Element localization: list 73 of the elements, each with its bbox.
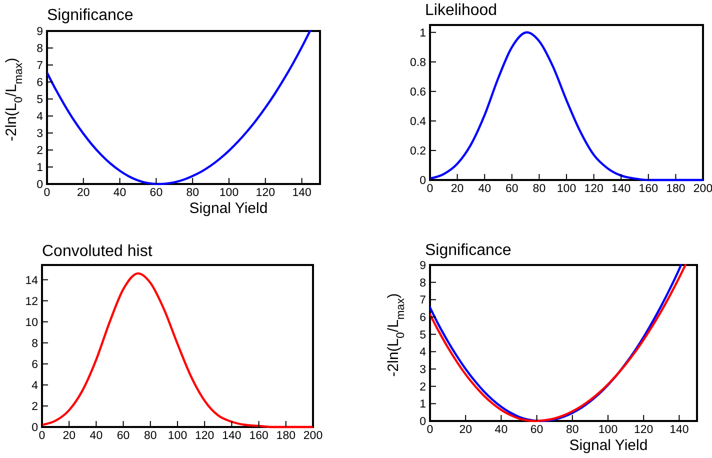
line-series — [430, 31, 703, 182]
y-tick-label: 2 — [420, 381, 426, 394]
y-tick-label: 8 — [32, 338, 38, 350]
y-tick-label: 2 — [32, 400, 38, 413]
x-tick-label: 20 — [450, 183, 464, 195]
x-tick-label: 60 — [530, 424, 544, 436]
x-tick-label: 180 — [276, 430, 296, 442]
x-tick-label: 100 — [219, 187, 239, 199]
x-axis-title: Signal Yield — [189, 200, 268, 217]
x-tick-label: 160 — [638, 183, 658, 195]
chart-title: Significance — [47, 7, 134, 24]
chart-title: Significance — [425, 242, 512, 259]
x-tick-label: 140 — [292, 187, 312, 199]
y-tick-label: 8 — [36, 43, 43, 56]
x-axis-title: Signal Yield — [569, 437, 648, 454]
x-tick-label: 80 — [144, 430, 157, 442]
x-tick-label: 40 — [90, 430, 103, 442]
y-tick-label: 5 — [420, 329, 426, 342]
y-tick-label: 0.4 — [410, 116, 427, 128]
y-tick-label: 4 — [36, 111, 44, 124]
y-tick-label: 0.6 — [410, 86, 426, 98]
y-tick-label: 8 — [420, 277, 426, 290]
x-tick-label: 140 — [670, 424, 689, 436]
y-tick-label: 3 — [420, 364, 426, 376]
y-tick-label: 7 — [420, 294, 426, 307]
y-tick-label: 6 — [32, 358, 38, 371]
x-tick-label: 100 — [598, 424, 618, 436]
x-tick-label: 140 — [222, 430, 242, 442]
x-tick-label: 80 — [566, 424, 579, 436]
x-tick-label: 200 — [303, 430, 323, 442]
x-tick-label: 180 — [666, 183, 686, 195]
x-tick-label: 60 — [116, 430, 130, 442]
x-tick-label: 100 — [168, 430, 188, 442]
x-tick-label: 80 — [532, 183, 546, 195]
x-tick-label: 20 — [62, 430, 76, 442]
line-series — [42, 272, 313, 428]
x-tick-label: 120 — [634, 424, 654, 436]
y-tick-label: 9 — [420, 260, 426, 272]
chart-title: Likelihood — [425, 2, 498, 19]
y-tick-label: 0.8 — [410, 56, 426, 69]
y-tick-label: 2 — [36, 145, 43, 158]
x-tick-label: 160 — [249, 430, 268, 442]
x-tick-label: 200 — [693, 183, 712, 195]
y-tick-label: 14 — [25, 274, 39, 287]
line-series — [47, 30, 312, 186]
y-tick-label: 7 — [36, 60, 43, 72]
x-tick-label: 40 — [113, 187, 126, 199]
y-tick-label: 12 — [25, 296, 38, 308]
y-tick-label: 6 — [36, 77, 43, 90]
x-tick-label: 40 — [494, 424, 508, 436]
x-tick-label: 120 — [195, 430, 214, 442]
chart-title: Convoluted hist — [42, 243, 153, 260]
y-tick-label: 6 — [420, 312, 426, 324]
x-tick-label: 40 — [478, 183, 491, 195]
y-tick-label: 1 — [420, 398, 426, 411]
x-tick-label: 140 — [612, 183, 631, 195]
x-tick-label: 120 — [584, 183, 604, 195]
y-tick-label: 0.2 — [410, 146, 426, 158]
y-tick-label: 9 — [36, 26, 43, 38]
y-tick-label: 10 — [25, 316, 38, 329]
y-tick-label: 1 — [36, 162, 43, 174]
x-tick-label: 60 — [506, 183, 518, 195]
y-tick-label: 4 — [32, 380, 39, 392]
x-tick-label: 80 — [186, 187, 199, 199]
x-tick-label: 20 — [77, 187, 90, 199]
x-tick-label: 120 — [256, 187, 275, 199]
y-tick-label: 4 — [420, 346, 427, 359]
y-tick-label: 5 — [36, 94, 43, 106]
x-tick-label: 20 — [459, 424, 472, 436]
x-tick-label: 100 — [556, 183, 576, 195]
x-tick-label: 60 — [150, 187, 163, 199]
y-tick-label: 1 — [420, 27, 426, 40]
y-tick-label: 3 — [36, 128, 43, 140]
